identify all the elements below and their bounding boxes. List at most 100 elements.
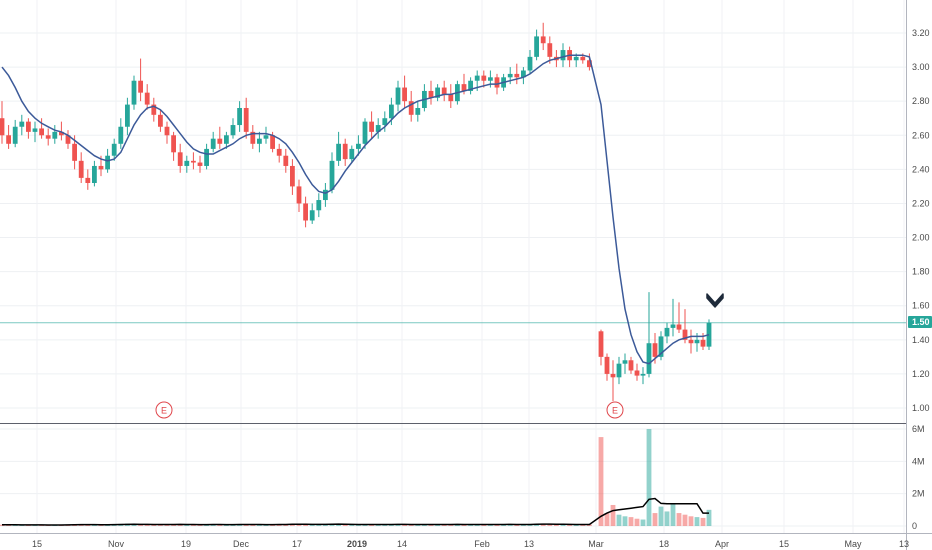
volume-bar	[263, 524, 269, 526]
volume-bar	[580, 524, 586, 526]
volume-bar	[164, 524, 170, 526]
candle	[362, 118, 368, 149]
price-tick-label: 2.40	[912, 164, 930, 174]
candle	[204, 143, 209, 170]
volume-bar	[560, 524, 566, 526]
volume-ma-path	[1, 497, 709, 526]
volume-bar	[158, 524, 163, 526]
volume-bar	[197, 524, 203, 526]
candle	[534, 29, 539, 61]
volume-bar	[652, 513, 658, 526]
candle	[441, 80, 447, 102]
candle	[616, 356, 622, 385]
volume-bar	[587, 524, 592, 526]
volume-bar	[634, 518, 640, 526]
volume-bar	[217, 524, 223, 526]
candle	[481, 70, 487, 88]
price-tick-label: 1.60	[912, 301, 930, 311]
candle	[0, 101, 5, 144]
price-tick-label: 1.00	[912, 403, 930, 413]
volume-bar	[85, 524, 91, 526]
candle	[634, 363, 640, 381]
candle	[191, 152, 196, 170]
volume-bars	[0, 429, 712, 526]
price-tick-label: 1.80	[912, 267, 930, 277]
volume-bar	[415, 524, 421, 526]
candle	[688, 329, 694, 354]
volume-bar	[309, 524, 315, 526]
candle	[342, 138, 348, 166]
candle	[356, 135, 361, 156]
volume-bar	[435, 524, 440, 526]
candle	[19, 114, 25, 136]
volume-bar	[521, 524, 526, 526]
time-tick-label: 19	[181, 539, 191, 549]
time-tick-label: 13	[899, 539, 909, 549]
candle	[309, 203, 315, 224]
volume-bar	[598, 437, 604, 526]
candlesticks	[0, 22, 712, 402]
price-tick-label: 2.60	[912, 130, 930, 140]
volume-bar	[554, 524, 559, 526]
candle	[598, 329, 604, 366]
volume-bar	[682, 514, 688, 526]
volume-bar	[640, 519, 646, 526]
volume-bar	[441, 524, 447, 526]
price-tick-label: 2.80	[912, 96, 930, 106]
volume-bar	[144, 524, 150, 526]
current-price-label: 1.50	[908, 316, 932, 328]
volume-bar	[628, 517, 634, 526]
volume-bar	[514, 524, 520, 526]
time-tick-label: Mar	[588, 539, 604, 549]
candle	[118, 118, 124, 149]
volume-bar	[316, 524, 322, 526]
candle	[65, 130, 71, 149]
time-gridlines	[36, 0, 905, 533]
candle	[560, 43, 566, 68]
volume-bar	[382, 524, 388, 526]
candle	[45, 128, 51, 146]
candle	[415, 101, 421, 122]
candle	[210, 131, 216, 153]
down-arrow-icon	[706, 293, 724, 308]
volume-bar	[604, 513, 610, 526]
volume-bar	[151, 524, 157, 526]
candle	[422, 84, 427, 112]
candle	[39, 118, 44, 139]
moving-average-line	[1, 54, 710, 365]
time-tick-label: 15	[779, 539, 789, 549]
time-tick-label: Nov	[108, 539, 125, 549]
volume-bar	[468, 524, 473, 526]
price-gridlines	[0, 32, 906, 409]
volume-bar	[402, 524, 407, 526]
time-tick-label: Apr	[715, 539, 729, 549]
candle	[514, 63, 520, 85]
earnings-marker-label: E	[612, 406, 618, 416]
candle	[177, 143, 183, 173]
time-tick-label: May	[844, 539, 862, 549]
candle	[408, 90, 414, 122]
price-tick-label: 1.40	[912, 335, 930, 345]
candle	[428, 80, 434, 105]
volume-tick-label: 4M	[912, 456, 925, 466]
candle	[527, 50, 533, 74]
candle	[395, 80, 401, 112]
candle	[316, 193, 322, 218]
time-tick-label: 15	[32, 539, 42, 549]
earnings-marker[interactable]: E	[155, 401, 173, 419]
earnings-marker[interactable]: E	[606, 401, 624, 419]
candle	[435, 84, 440, 102]
candle	[276, 143, 282, 163]
candle	[369, 111, 374, 139]
candle	[640, 367, 646, 385]
candle	[59, 121, 64, 141]
volume-bar	[646, 429, 652, 526]
candle	[676, 302, 682, 333]
candle	[670, 298, 676, 337]
candle	[26, 118, 31, 139]
volume-bar	[408, 524, 414, 526]
candle	[237, 101, 242, 132]
time-tick-label: 2019	[347, 539, 367, 549]
